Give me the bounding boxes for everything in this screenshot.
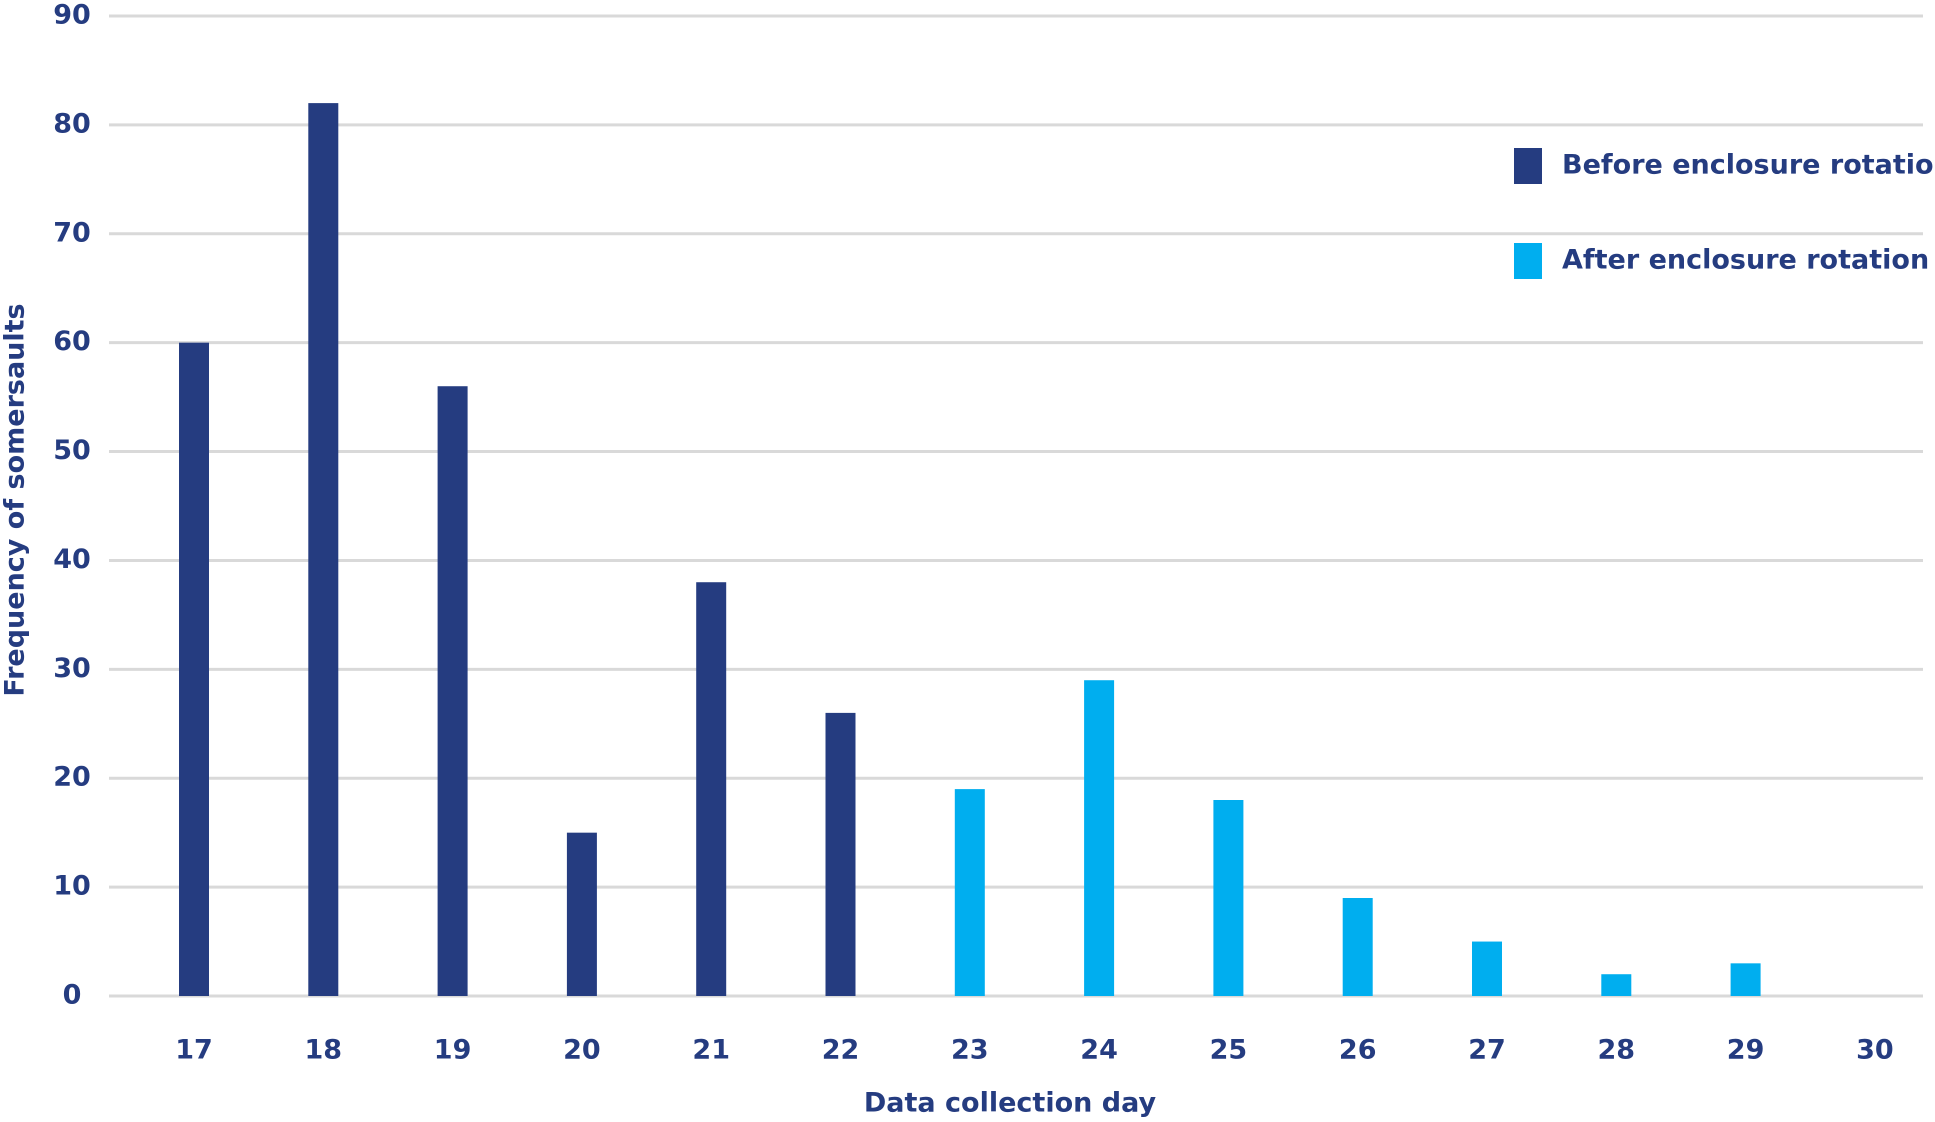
y-tick-label: 60: [53, 326, 91, 357]
legend-swatch: [1514, 243, 1542, 279]
y-tick-label: 80: [53, 108, 91, 139]
y-tick-label: 0: [63, 980, 82, 1011]
bar: [954, 789, 985, 996]
x-tick-label: 29: [1727, 1035, 1765, 1066]
x-tick-label: 19: [434, 1035, 472, 1066]
bar: [1472, 941, 1502, 996]
x-tick-label: 22: [822, 1035, 860, 1066]
bar: [437, 386, 468, 996]
x-tick-label: 21: [692, 1035, 730, 1066]
x-tick-label: 26: [1339, 1035, 1377, 1066]
x-tick-label: 18: [305, 1035, 343, 1066]
x-tick-label: 30: [1856, 1035, 1894, 1066]
legend-swatch: [1514, 148, 1542, 184]
x-tick-label: 20: [563, 1035, 601, 1066]
y-axis-label: Frequency of somersaults: [0, 303, 31, 696]
legend-label: Before enclosure rotation: [1562, 150, 1935, 181]
bar: [308, 103, 339, 997]
x-tick-label: 27: [1468, 1035, 1506, 1066]
x-tick-label: 23: [951, 1035, 989, 1066]
legend-label: After enclosure rotation: [1562, 245, 1929, 276]
x-tick-label: 24: [1080, 1035, 1118, 1066]
x-axis-label: Data collection day: [864, 1088, 1157, 1119]
y-tick-label: 90: [53, 0, 91, 31]
y-tick-label: 30: [53, 653, 91, 684]
y-tick-label: 40: [53, 544, 91, 575]
x-tick-label: 28: [1598, 1035, 1636, 1066]
y-tick-label: 70: [53, 217, 91, 248]
bar: [696, 582, 727, 996]
bar: [1342, 898, 1373, 996]
x-tick-label: 17: [175, 1035, 213, 1066]
bar: [825, 712, 856, 996]
bar: [1213, 800, 1244, 996]
bar: [566, 832, 597, 996]
y-tick-label: 10: [53, 871, 91, 902]
bar: [1601, 974, 1632, 996]
y-tick-label: 50: [53, 435, 91, 466]
x-tick-label: 25: [1210, 1035, 1248, 1066]
y-tick-label: 20: [53, 762, 91, 793]
bar: [1084, 680, 1115, 996]
bar: [179, 342, 209, 997]
bar: [1730, 963, 1761, 996]
